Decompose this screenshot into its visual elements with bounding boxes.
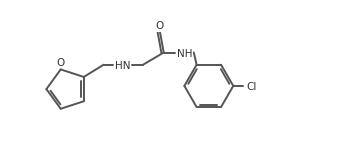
Text: Cl: Cl: [246, 82, 257, 92]
Text: NH: NH: [177, 48, 192, 58]
Text: O: O: [57, 58, 65, 68]
Text: O: O: [156, 21, 164, 31]
Text: HN: HN: [115, 61, 130, 71]
